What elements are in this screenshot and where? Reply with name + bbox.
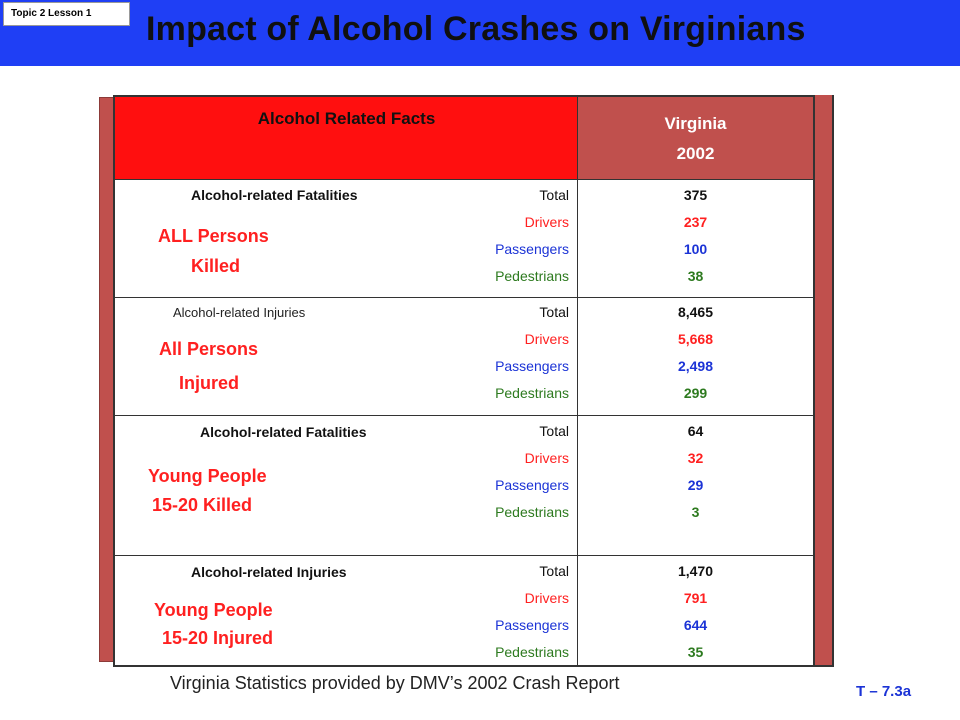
section-label-line1: Young People	[154, 600, 273, 620]
facts-table: Alcohol Related Facts Virginia 2002 Alco…	[113, 95, 815, 667]
category-pedestrians: Pedestrians	[495, 504, 569, 520]
category-list: Total Drivers Passengers Pedestrians	[415, 299, 569, 407]
category-list: Total Drivers Passengers Pedestrians	[415, 418, 569, 526]
table-right-accent-bar	[813, 95, 834, 667]
value-total: 1,470	[677, 563, 714, 579]
value-passengers: 29	[687, 477, 704, 493]
value-total: 8,465	[677, 304, 714, 320]
category-drivers: Drivers	[524, 590, 569, 606]
row-divider	[115, 297, 813, 298]
column-divider	[577, 97, 578, 665]
row-divider	[115, 555, 813, 556]
header-year: 2002	[676, 144, 715, 163]
value-list: 375 237 100 38	[578, 182, 813, 290]
section-label-line1: All Persons	[159, 339, 259, 359]
header-state: Virginia	[664, 114, 727, 133]
category-total: Total	[539, 187, 569, 203]
table-header-facts: Alcohol Related Facts	[115, 97, 578, 179]
section-label-line2: 15-20 Killed	[152, 495, 253, 515]
category-drivers: Drivers	[524, 214, 569, 230]
value-pedestrians: 299	[683, 385, 708, 401]
value-passengers: 644	[683, 617, 708, 633]
section-label-line1: Young People	[148, 466, 267, 486]
section-label-line2: Injured	[179, 373, 240, 393]
category-total: Total	[539, 423, 569, 439]
value-list: 64 32 29 3	[578, 418, 813, 526]
header-facts-label: Alcohol Related Facts	[257, 109, 436, 128]
table-row: Alcohol-related Fatalities ALL Persons K…	[115, 179, 813, 297]
table-row: Alcohol-related Injuries Young People 15…	[115, 555, 813, 665]
section-heading: Alcohol-related Injuries	[173, 305, 306, 320]
section-label-line2: 15-20 Injured	[162, 628, 274, 648]
source-note: Virginia Statistics provided by DMV’s 20…	[170, 673, 620, 693]
category-passengers: Passengers	[495, 241, 569, 257]
section-heading: Alcohol-related Fatalities	[200, 424, 367, 440]
category-total: Total	[539, 304, 569, 320]
value-list: 1,470 791 644 35	[578, 558, 813, 666]
value-drivers: 32	[687, 450, 704, 466]
table-left-accent-bar	[99, 97, 114, 662]
category-drivers: Drivers	[524, 331, 569, 347]
row-divider	[115, 179, 813, 180]
category-pedestrians: Pedestrians	[495, 268, 569, 284]
section-heading: Alcohol-related Injuries	[191, 564, 347, 580]
table-row: Alcohol-related Injuries All Persons Inj…	[115, 297, 813, 415]
category-pedestrians: Pedestrians	[495, 385, 569, 401]
section-label-line2: Killed	[191, 256, 241, 276]
value-pedestrians: 35	[687, 644, 704, 660]
topic-tag: Topic 2 Lesson 1	[3, 2, 130, 26]
category-total: Total	[539, 563, 569, 579]
title-bar: Impact of Alcohol Crashes on Virginians	[0, 0, 960, 66]
section-label-line1: ALL Persons	[158, 226, 269, 246]
category-passengers: Passengers	[495, 358, 569, 374]
value-drivers: 791	[683, 590, 708, 606]
category-pedestrians: Pedestrians	[495, 644, 569, 660]
section-heading: Alcohol-related Fatalities	[191, 187, 358, 203]
value-passengers: 100	[683, 241, 708, 257]
value-passengers: 2,498	[677, 358, 714, 374]
slide-code: T – 7.3a	[856, 683, 912, 700]
category-passengers: Passengers	[495, 617, 569, 633]
table-header-virginia: Virginia 2002	[578, 97, 813, 179]
category-list: Total Drivers Passengers Pedestrians	[415, 182, 569, 290]
category-drivers: Drivers	[524, 450, 569, 466]
value-total: 375	[683, 187, 708, 203]
value-total: 64	[687, 423, 704, 439]
category-list: Total Drivers Passengers Pedestrians	[415, 558, 569, 666]
value-drivers: 5,668	[677, 331, 714, 347]
value-list: 8,465 5,668 2,498 299	[578, 299, 813, 407]
value-pedestrians: 3	[691, 504, 700, 520]
table-row: Alcohol-related Fatalities Young People …	[115, 415, 813, 555]
row-divider	[115, 415, 813, 416]
page-title: Impact of Alcohol Crashes on Virginians	[146, 10, 806, 48]
category-passengers: Passengers	[495, 477, 569, 493]
value-drivers: 237	[683, 214, 708, 230]
header-virginia-label: Virginia 2002	[578, 109, 813, 169]
value-pedestrians: 38	[687, 268, 704, 284]
